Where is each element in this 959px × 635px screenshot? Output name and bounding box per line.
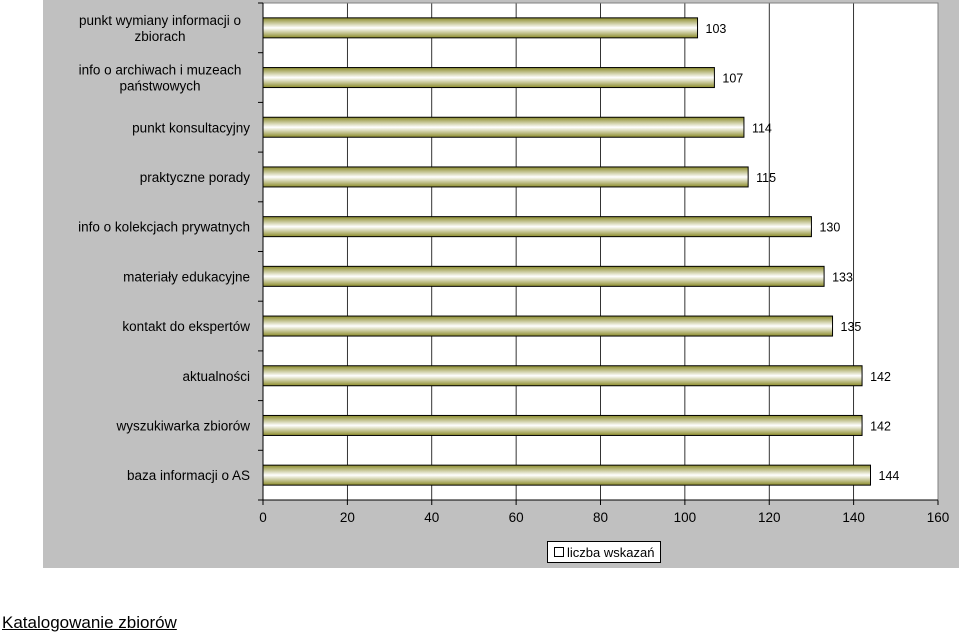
category-label-line: państwowych [119,79,200,94]
x-tick-label: 20 [340,510,355,525]
category-label: praktyczne porady [140,170,251,185]
bar [262,414,863,436]
chart-legend: liczba wskazań [547,541,662,563]
category-label-line: punkt wymiany informacji o [79,13,241,28]
x-tick-label: 160 [927,510,950,525]
bar [262,365,863,387]
bar [262,166,749,188]
data-label: 142 [870,419,891,433]
x-tick-label: 140 [842,510,865,525]
x-tick-label: 60 [509,510,524,525]
category-label: punkt konsultacyjny [132,120,250,135]
data-label: 103 [706,22,727,36]
data-label: 144 [879,469,900,483]
data-label: 142 [870,370,891,384]
data-label: 135 [841,320,862,334]
category-label: baza informacji o AS [127,468,250,483]
legend-swatch [554,547,564,557]
category-label: kontakt do ekspertów [122,319,250,334]
x-tick-label: 0 [259,510,267,525]
page-caption: Katalogowanie zbiorów [2,613,177,632]
data-label: 114 [752,121,772,135]
category-label: materiały edukacyjne [123,269,250,284]
category-label-line: info o archiwach i muzeach [79,63,242,78]
bar [262,67,715,89]
data-label: 115 [756,171,776,185]
bar [262,216,812,238]
legend-label: liczba wskazań [567,544,655,560]
bar [262,315,834,337]
data-label: 130 [819,221,840,235]
category-label: punkt wymiany informacji o zbiorach [79,13,241,44]
x-tick-label: 40 [424,510,439,525]
data-label: 133 [832,270,853,284]
x-tick-label: 120 [758,510,781,525]
category-label: aktualności [182,369,250,384]
category-label: info o kolekcjach prywatnych [78,220,250,235]
category-label-line: zbiorach [134,29,185,44]
x-tick-label: 80 [593,510,608,525]
bar [262,464,871,486]
category-label: wyszukiwarka zbiorów [115,418,250,433]
bar [262,265,825,287]
bar-chart: 0 20 40 60 80 100 120 140 160 103 punkt wymiany in… [78,2,950,525]
x-tick-label: 100 [674,510,697,525]
bar [262,116,745,138]
data-label: 107 [722,72,743,86]
category-label: info o archiwach i muzeach państwowych [79,63,242,94]
bar [262,17,699,39]
